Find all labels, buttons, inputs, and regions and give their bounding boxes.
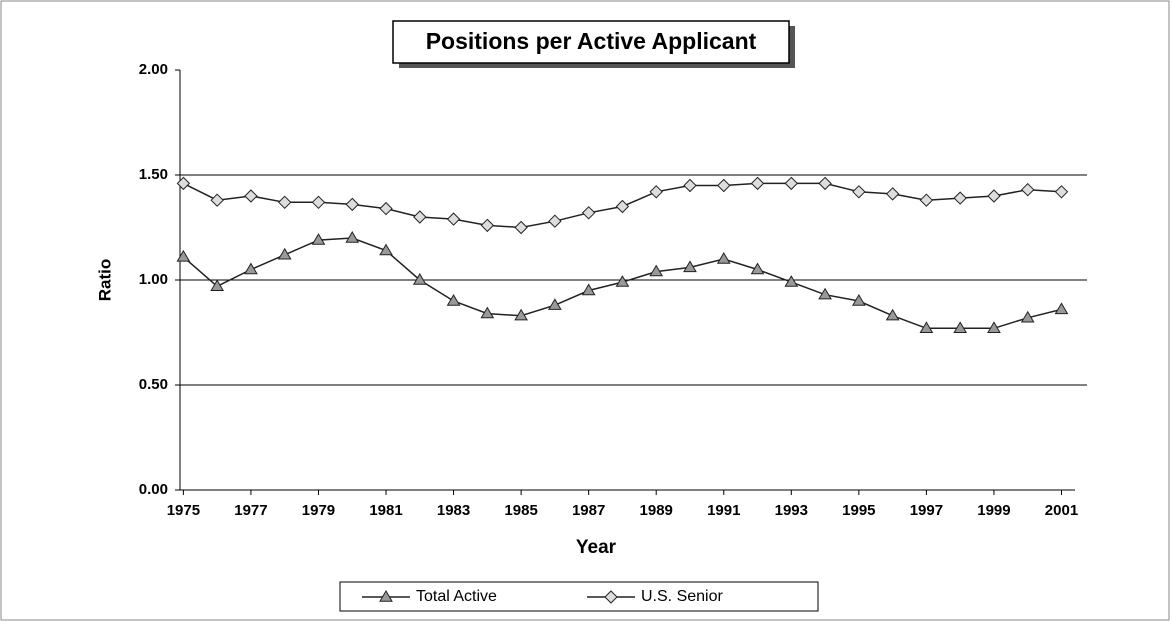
- chart-title: Positions per Active Applicant: [426, 28, 757, 54]
- y-tick-label: 0.50: [139, 376, 168, 393]
- triangle-marker: [683, 260, 697, 273]
- diamond-marker: [277, 195, 292, 210]
- x-tick-label: 1991: [707, 502, 740, 519]
- title-box: [392, 20, 790, 64]
- triangle-marker: [548, 298, 562, 310]
- diamond-marker: [987, 189, 1001, 203]
- x-tick-label: 1999: [977, 502, 1010, 519]
- diamond-marker: [885, 187, 900, 201]
- diamond-marker: [683, 178, 697, 193]
- triangle-marker: [818, 287, 832, 300]
- triangle-marker: [885, 308, 900, 321]
- triangle-marker: [953, 321, 968, 333]
- x-tick-label: 1985: [504, 502, 537, 519]
- diamond-marker: [919, 193, 934, 207]
- diamond-marker: [514, 220, 528, 235]
- y-tick-label: 1.50: [139, 166, 168, 183]
- diamond-marker: [1054, 185, 1069, 199]
- triangle-marker: [784, 275, 799, 287]
- triangle-marker: [210, 279, 225, 291]
- triangle-marker: [514, 308, 528, 321]
- diamond-marker: [345, 197, 359, 212]
- x-tick-label: 2001: [1045, 502, 1078, 519]
- diamond-marker: [210, 193, 224, 207]
- triangle-marker: [176, 249, 191, 262]
- x-tick-label: 1995: [842, 502, 875, 519]
- triangle-marker: [987, 321, 1001, 333]
- diamond-marker: [649, 185, 663, 199]
- diamond-marker: [604, 590, 618, 604]
- diamond-marker: [717, 178, 731, 193]
- diamond-marker: [480, 218, 495, 233]
- diamond-marker: [446, 212, 461, 226]
- diamond-marker: [818, 176, 832, 191]
- legend-box: [339, 581, 819, 612]
- triangle-marker: [649, 264, 664, 277]
- triangle-marker: [919, 321, 934, 333]
- x-tick-label: 1983: [437, 502, 470, 519]
- diamond-marker: [581, 206, 596, 220]
- x-tick-label: 1993: [775, 502, 808, 519]
- triangle-marker: [615, 275, 630, 287]
- diamond-marker: [244, 189, 258, 203]
- diamond-marker: [176, 176, 191, 191]
- diamond-marker: [852, 185, 866, 199]
- diamond-marker: [953, 191, 967, 205]
- triangle-marker: [379, 243, 393, 256]
- diamond-marker: [548, 214, 562, 228]
- triangle-marker: [311, 233, 326, 245]
- diamond-marker: [379, 201, 393, 216]
- y-tick-label: 0.00: [139, 481, 168, 498]
- y-tick-label: 2.00: [139, 61, 168, 78]
- legend-label: Total Active: [416, 588, 497, 605]
- diamond-marker: [1021, 182, 1035, 197]
- triangle-marker: [277, 247, 292, 260]
- x-tick-label: 1979: [302, 502, 335, 519]
- diamond-marker: [413, 210, 427, 224]
- x-axis-label: Year: [576, 537, 617, 558]
- triangle-marker: [244, 262, 258, 275]
- x-tick-label: 1977: [234, 502, 267, 519]
- diamond-marker: [784, 176, 799, 191]
- triangle-marker: [345, 231, 360, 243]
- triangle-marker: [851, 294, 866, 306]
- x-tick-label: 1989: [640, 502, 673, 519]
- x-tick-label: 1997: [910, 502, 943, 519]
- x-tick-label: 1987: [572, 502, 605, 519]
- triangle-marker: [716, 252, 731, 264]
- legend-label: U.S. Senior: [641, 588, 723, 605]
- triangle-marker: [412, 273, 427, 285]
- diamond-marker: [311, 195, 326, 210]
- triangle-marker: [750, 262, 765, 275]
- triangle-marker: [1054, 302, 1069, 315]
- diamond-marker: [750, 176, 765, 191]
- x-tick-label: 1975: [167, 502, 200, 519]
- triangle-marker: [1020, 310, 1035, 323]
- triangle-marker: [581, 283, 596, 296]
- x-tick-label: 1981: [369, 502, 402, 519]
- triangle-marker: [379, 590, 393, 602]
- y-axis-label: Ratio: [95, 259, 114, 302]
- triangle-marker: [446, 294, 461, 306]
- triangle-marker: [480, 306, 495, 319]
- y-tick-label: 1.00: [139, 271, 168, 288]
- diamond-marker: [615, 199, 630, 214]
